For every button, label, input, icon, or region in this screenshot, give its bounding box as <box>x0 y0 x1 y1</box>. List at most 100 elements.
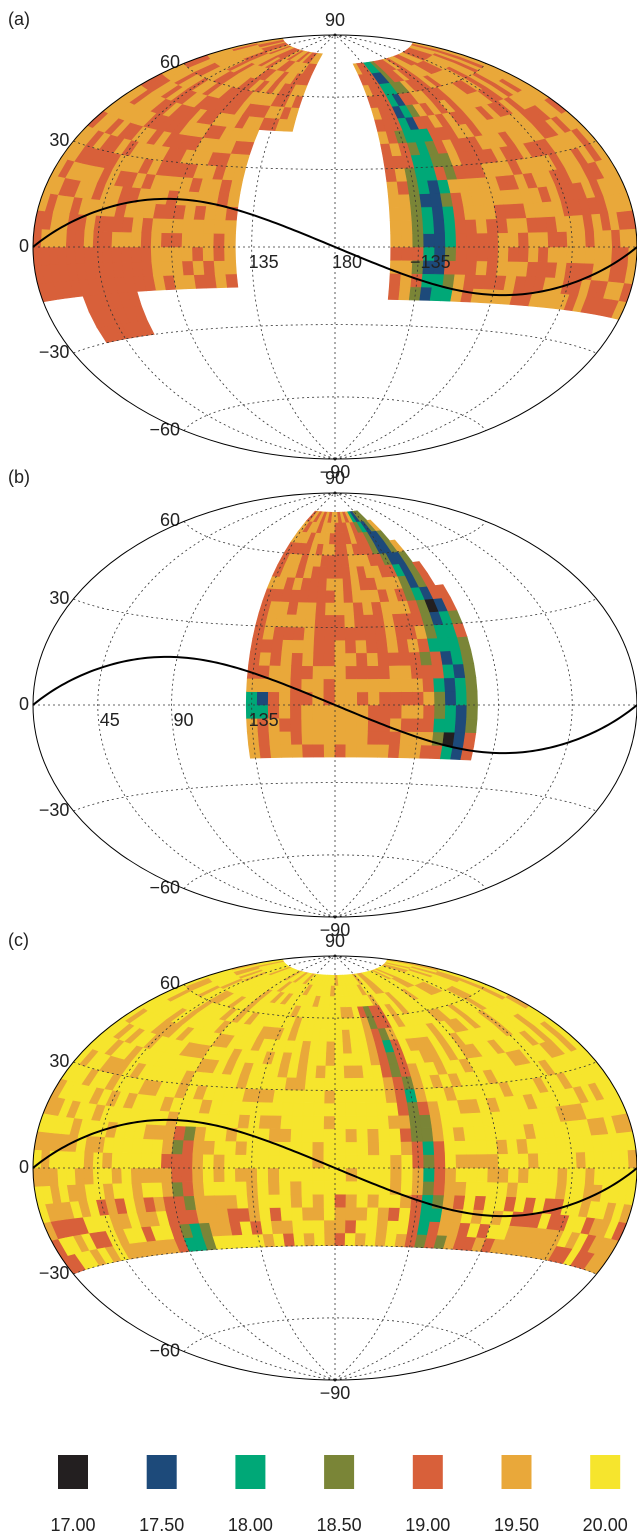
map-cell <box>268 1194 282 1208</box>
map-cell <box>102 1152 113 1169</box>
lon-label: 135 <box>249 252 279 272</box>
map-cell <box>527 246 540 263</box>
map-cell <box>367 1141 380 1156</box>
map-cell <box>334 1102 346 1117</box>
map-cell <box>455 690 468 706</box>
map-cell <box>302 1206 314 1221</box>
map-cell <box>497 232 510 248</box>
map-cell <box>214 1194 228 1210</box>
map-cell <box>74 1151 86 1169</box>
map-cell <box>293 1089 306 1104</box>
map-cell <box>496 1139 509 1155</box>
map-cell <box>192 218 205 234</box>
map-cell <box>301 717 314 732</box>
map-cell <box>355 639 368 654</box>
map-cell <box>344 627 357 641</box>
map-cell <box>305 601 318 616</box>
map-cell <box>160 246 173 262</box>
lat-label: 30 <box>49 1051 69 1071</box>
map-cell <box>328 1006 336 1019</box>
map-cell <box>334 717 347 732</box>
map-cell <box>475 1181 488 1197</box>
grid-line <box>97 34 336 460</box>
map-cell <box>334 1017 343 1030</box>
legend-swatch <box>146 1455 177 1489</box>
map-cell <box>343 1065 355 1079</box>
map-cell <box>236 1194 249 1209</box>
map-cell <box>279 717 292 732</box>
map-cell <box>442 731 456 747</box>
lat-label: −90 <box>320 462 351 482</box>
map-cell <box>507 232 520 248</box>
map-cell <box>65 229 77 248</box>
map-cell <box>192 260 205 276</box>
map-cell <box>334 1029 344 1042</box>
map-cell <box>83 1151 95 1169</box>
map-cell <box>327 554 336 567</box>
map-cell <box>388 1128 402 1142</box>
map-cell <box>602 1150 613 1169</box>
map-cell <box>398 1207 412 1222</box>
map-cell <box>334 1193 347 1208</box>
map-outline <box>32 492 637 918</box>
map-cell <box>345 652 358 667</box>
map-cell <box>487 1153 499 1169</box>
map-cell <box>278 1167 291 1182</box>
map-cell <box>334 1141 347 1156</box>
map-cell <box>575 1167 587 1185</box>
map-cell <box>235 1140 248 1155</box>
map-cell <box>121 1167 133 1184</box>
map-cell <box>343 602 355 616</box>
map-cell <box>324 1219 336 1234</box>
map-cell <box>330 522 336 534</box>
map-cell <box>213 1140 227 1155</box>
map-cell <box>280 652 293 666</box>
grid-line <box>334 492 573 918</box>
map-cell <box>291 1206 304 1221</box>
map-cell <box>584 246 596 264</box>
map-cell <box>171 1181 185 1197</box>
map-cell <box>367 678 380 693</box>
map-cell <box>379 1154 392 1169</box>
map-cell <box>161 1139 174 1155</box>
map-cell <box>356 1193 369 1208</box>
map-cell <box>203 1181 216 1196</box>
map-cell <box>475 260 488 276</box>
map-cell <box>141 217 154 233</box>
map-cell <box>83 1167 95 1185</box>
map-cell <box>202 1167 215 1183</box>
map-cell <box>323 652 336 667</box>
map-cell <box>423 1154 436 1169</box>
map-cell <box>506 261 519 277</box>
map-cell <box>312 1128 325 1143</box>
map-cell <box>376 639 389 653</box>
map-cell <box>356 730 369 745</box>
map-cell <box>141 1182 154 1198</box>
map-cell <box>354 1089 367 1104</box>
map-cell <box>151 261 164 277</box>
map-cell <box>517 1167 530 1183</box>
lat-label: 0 <box>19 236 29 256</box>
map-cell <box>32 1167 43 1187</box>
map-cell <box>421 206 434 221</box>
map-cell <box>334 1180 347 1195</box>
grid-line <box>183 521 487 556</box>
map-cell <box>182 1139 195 1155</box>
legend-label: 18.50 <box>317 1515 362 1535</box>
map-cell <box>476 1167 489 1183</box>
map-cell <box>312 678 325 693</box>
map-cell <box>387 652 401 666</box>
map-cell <box>334 1128 347 1143</box>
map-cell <box>278 691 291 706</box>
map-cell <box>334 1052 345 1066</box>
map-cell <box>443 718 457 733</box>
map-cell <box>237 1114 251 1129</box>
map-cell <box>57 229 68 248</box>
map-cell <box>150 246 163 262</box>
map-cell <box>202 1153 215 1169</box>
map-cell <box>442 205 456 221</box>
map-cell <box>454 1140 467 1155</box>
map-cell <box>171 1167 183 1183</box>
map-cell <box>301 665 314 680</box>
map-cell <box>400 717 413 732</box>
